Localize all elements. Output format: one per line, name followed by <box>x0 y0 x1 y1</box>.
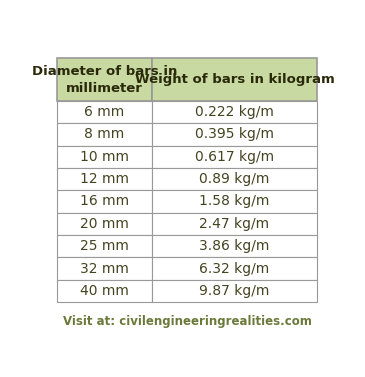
Text: 25 mm: 25 mm <box>80 239 129 253</box>
Text: 1.58 kg/m: 1.58 kg/m <box>199 195 270 208</box>
Text: Weight of bars in kilogram: Weight of bars in kilogram <box>135 73 334 86</box>
Text: 8 mm: 8 mm <box>84 127 124 141</box>
Bar <box>152 213 317 235</box>
Bar <box>152 58 317 101</box>
Bar <box>57 123 152 146</box>
Text: 0.89 kg/m: 0.89 kg/m <box>199 172 270 186</box>
Text: 10 mm: 10 mm <box>80 150 129 164</box>
Text: 6 mm: 6 mm <box>84 105 124 119</box>
Bar <box>152 123 317 146</box>
Bar <box>57 235 152 257</box>
Text: 0.395 kg/m: 0.395 kg/m <box>195 127 274 141</box>
Bar <box>57 101 152 123</box>
Text: 40 mm: 40 mm <box>80 284 129 298</box>
Bar <box>57 58 152 101</box>
Bar <box>152 168 317 190</box>
Bar <box>57 190 152 213</box>
Text: 0.222 kg/m: 0.222 kg/m <box>195 105 274 119</box>
Bar <box>152 280 317 302</box>
Bar <box>152 146 317 168</box>
Bar <box>152 257 317 280</box>
Text: 32 mm: 32 mm <box>80 262 129 276</box>
Bar <box>152 235 317 257</box>
Text: 6.32 kg/m: 6.32 kg/m <box>199 262 270 276</box>
Text: Diameter of bars in
millimeter: Diameter of bars in millimeter <box>32 64 177 95</box>
Bar <box>57 280 152 302</box>
Text: 16 mm: 16 mm <box>80 195 129 208</box>
Text: 0.617 kg/m: 0.617 kg/m <box>195 150 274 164</box>
Bar <box>152 190 317 213</box>
Bar <box>57 257 152 280</box>
Bar <box>57 146 152 168</box>
Text: 12 mm: 12 mm <box>80 172 129 186</box>
Text: 3.86 kg/m: 3.86 kg/m <box>199 239 270 253</box>
Bar <box>57 213 152 235</box>
Text: 2.47 kg/m: 2.47 kg/m <box>200 217 270 231</box>
Text: 9.87 kg/m: 9.87 kg/m <box>199 284 270 298</box>
Bar <box>152 101 317 123</box>
Text: Visit at: civilengineeringrealities.com: Visit at: civilengineeringrealities.com <box>63 315 311 328</box>
Text: 20 mm: 20 mm <box>80 217 129 231</box>
Bar <box>57 168 152 190</box>
